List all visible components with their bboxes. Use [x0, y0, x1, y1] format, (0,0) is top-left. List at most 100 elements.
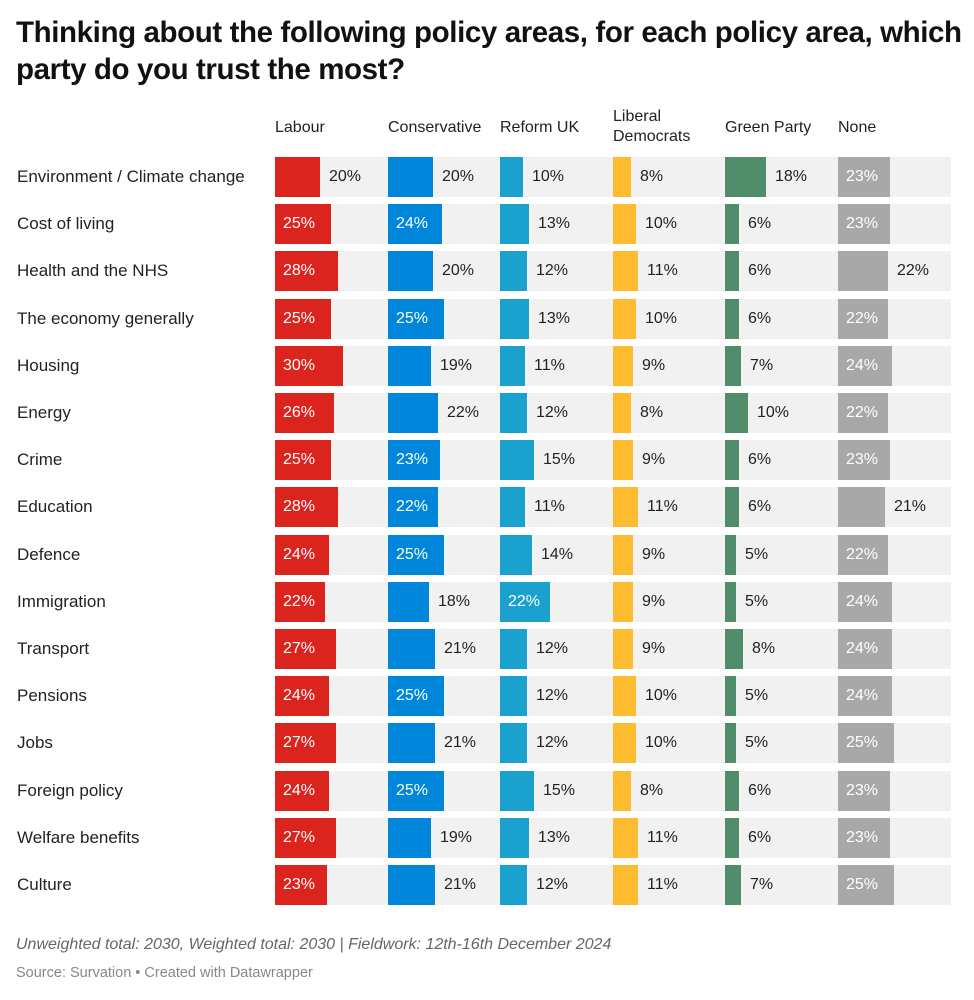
bar: [613, 299, 636, 339]
bar: [275, 535, 329, 575]
data-label: 15%: [543, 782, 576, 799]
bar: [613, 771, 631, 811]
data-label: 21%: [444, 876, 477, 893]
column-header-line: Green Party: [725, 119, 812, 136]
data-label: 27%: [283, 734, 316, 751]
data-label: 24%: [396, 215, 429, 232]
data-label: 9%: [642, 357, 666, 374]
bar: [388, 346, 431, 386]
category-label: Defence: [17, 545, 81, 564]
data-label: 13%: [538, 215, 571, 232]
chart-source: Source: Survation • Created with Datawra…: [16, 965, 313, 981]
bar: [275, 393, 334, 433]
category-label: Cost of living: [17, 214, 115, 233]
category-label: Pensions: [17, 686, 87, 705]
data-label: 23%: [846, 451, 879, 468]
bar: [275, 440, 331, 480]
bar: [275, 582, 325, 622]
bar: [725, 582, 736, 622]
column-header-line: Liberal: [613, 108, 662, 125]
bar: [838, 299, 888, 339]
bar: [838, 771, 890, 811]
data-label: 28%: [283, 262, 316, 279]
data-label: 25%: [283, 215, 316, 232]
bar: [725, 440, 739, 480]
data-label: 20%: [442, 168, 475, 185]
bar: [613, 440, 633, 480]
bar: [725, 251, 739, 291]
bar: [388, 299, 444, 339]
data-label: 25%: [396, 687, 429, 704]
category-label: The economy generally: [17, 309, 194, 328]
data-label: 10%: [645, 215, 678, 232]
data-label: 14%: [541, 546, 574, 563]
bar: [500, 582, 550, 622]
data-label: 24%: [846, 640, 879, 657]
category-label: Crime: [17, 450, 63, 469]
bar: [275, 723, 336, 763]
data-label: 25%: [396, 782, 429, 799]
bar: [613, 346, 633, 386]
bar: [613, 723, 636, 763]
bar: [388, 393, 438, 433]
bar: [388, 204, 442, 244]
bar: [838, 582, 892, 622]
data-label: 11%: [647, 876, 678, 893]
bar: [838, 723, 894, 763]
data-label: 24%: [283, 687, 316, 704]
data-label: 6%: [748, 451, 772, 468]
column-header-labour: Labour: [275, 118, 325, 138]
bar: [500, 818, 529, 858]
category-label: Welfare benefits: [17, 828, 140, 847]
chart-notes: Unweighted total: 2030, Weighted total: …: [16, 936, 612, 953]
bar: [275, 676, 329, 716]
bar: [838, 629, 892, 669]
bar: [500, 440, 534, 480]
data-label: 7%: [750, 357, 774, 374]
data-label: 24%: [846, 687, 879, 704]
bar: [725, 346, 741, 386]
bar: [275, 251, 338, 291]
category-label: Transport: [17, 639, 90, 658]
data-label: 25%: [283, 451, 316, 468]
data-label: 12%: [536, 876, 569, 893]
column-header-line: None: [838, 119, 877, 136]
bar: [613, 204, 636, 244]
data-label: 9%: [642, 593, 666, 610]
bar: [838, 818, 890, 858]
bar: [613, 487, 638, 527]
bar: [500, 487, 525, 527]
data-label: 5%: [745, 593, 769, 610]
data-label: 25%: [283, 310, 316, 327]
data-label: 12%: [536, 640, 569, 657]
data-label: 10%: [532, 168, 565, 185]
data-label: 30%: [283, 357, 316, 374]
bar: [725, 535, 736, 575]
data-label: 11%: [534, 357, 565, 374]
bar: [275, 299, 331, 339]
bar: [838, 676, 892, 716]
bar: [388, 723, 435, 763]
data-label: 23%: [846, 782, 879, 799]
column-header-green-party: Green Party: [725, 118, 811, 138]
bar: [725, 676, 736, 716]
data-label: 22%: [846, 546, 879, 563]
bar: [838, 440, 890, 480]
column-header-reform-uk: Reform UK: [500, 118, 579, 138]
bar: [388, 440, 440, 480]
column-header-line: Reform UK: [500, 119, 580, 136]
bar: [500, 299, 529, 339]
bar: [388, 157, 433, 197]
bar: [725, 723, 736, 763]
bar: [725, 393, 748, 433]
data-label: 6%: [748, 215, 772, 232]
data-label: 22%: [846, 404, 879, 421]
bar: [838, 251, 888, 291]
bar: [388, 535, 444, 575]
bar: [275, 487, 338, 527]
data-label: 12%: [536, 404, 569, 421]
data-label: 6%: [748, 310, 772, 327]
category-label: Environment / Climate change: [17, 167, 245, 186]
bar: [725, 771, 739, 811]
bar: [388, 676, 444, 716]
